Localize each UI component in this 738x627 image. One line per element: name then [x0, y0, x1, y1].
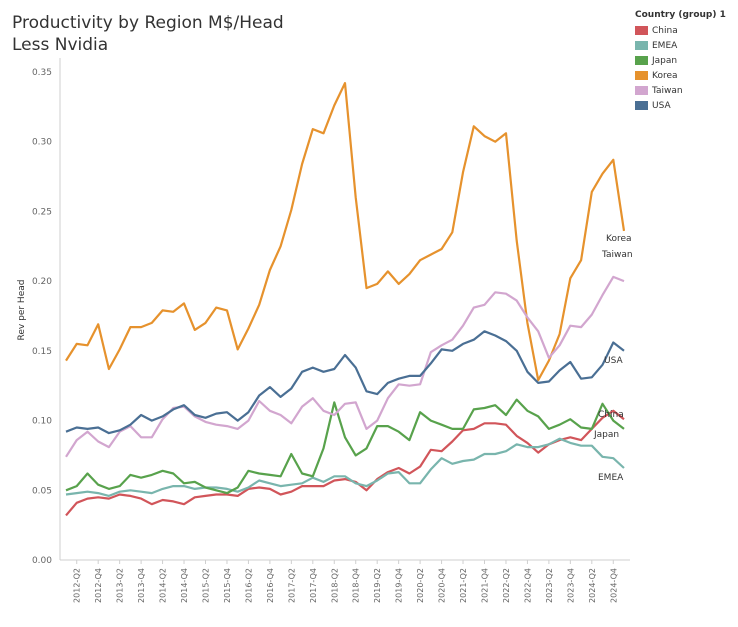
x-tick-label: 2017-Q2 [287, 568, 296, 603]
x-tick-label: 2021-Q4 [481, 568, 490, 603]
legend-label: Taiwan [652, 85, 683, 96]
end-label-emea: EMEA [598, 473, 624, 483]
x-tick-label: 2018-Q4 [352, 568, 361, 603]
x-tick-label: 2014-Q2 [159, 568, 168, 603]
x-tick-label: 2020-Q4 [438, 568, 447, 603]
x-tick-label: 2015-Q2 [202, 568, 211, 603]
end-label-japan: Japan [593, 430, 619, 440]
series-line-korea [65, 81, 626, 382]
y-tick-label: 0.00 [32, 556, 52, 566]
y-tick-label: 0.10 [32, 417, 52, 427]
y-tick-label: 0.35 [32, 68, 52, 78]
legend-swatch [635, 86, 648, 95]
x-tick-label: 2024-Q2 [588, 568, 597, 603]
legend-label: China [652, 25, 678, 36]
x-tick-label: 2018-Q2 [330, 568, 339, 603]
x-tick-label: 2020-Q2 [416, 568, 425, 603]
x-tick-label: 2014-Q4 [180, 568, 189, 603]
y-tick-label: 0.15 [32, 347, 52, 357]
legend-label: USA [652, 100, 671, 111]
y-tick-label: 0.05 [32, 486, 52, 496]
x-tick-label: 2012-Q2 [73, 568, 82, 603]
chart-title: Productivity by Region M$/Head Less Nvid… [12, 12, 284, 56]
series-lines [65, 81, 626, 517]
series-line-emea [65, 437, 625, 497]
legend-title: Country (group) 1 [635, 10, 726, 20]
legend-item-usa[interactable]: USA [635, 98, 726, 113]
x-tick-label: 2013-Q4 [137, 568, 146, 603]
y-axis-title: Rev per Head [17, 280, 27, 341]
legend: Country (group) 1 China EMEA Japan Korea Tai… [635, 10, 726, 113]
legend-item-korea[interactable]: Korea [635, 68, 726, 83]
legend-swatch [635, 26, 648, 35]
x-tick-label: 2019-Q2 [373, 568, 382, 603]
x-tick-label: 2016-Q2 [244, 568, 253, 603]
chart-title-line-1: Productivity by Region M$/Head [12, 13, 284, 33]
axes [59, 58, 630, 561]
end-label-korea: Korea [606, 234, 632, 244]
x-tick-label: 2022-Q2 [502, 568, 511, 603]
x-tick-label: 2012-Q4 [94, 568, 103, 603]
legend-label: Korea [652, 70, 678, 81]
legend-swatch [635, 41, 648, 50]
end-label-china: China [598, 410, 624, 420]
x-axis-ticks: 2012-Q2 2012-Q4 2013-Q2 2013-Q4 2014-Q2 2014-… [73, 560, 618, 603]
series-line-japan [65, 398, 625, 495]
y-axis-title-group: Rev per Head [17, 280, 27, 341]
legend-item-emea[interactable]: EMEA [635, 38, 726, 53]
y-tick-label: 0.30 [32, 138, 52, 148]
y-tick-label: 0.25 [32, 207, 52, 217]
x-tick-label: 2023-Q4 [566, 568, 575, 603]
x-tick-label: 2016-Q4 [266, 568, 275, 603]
legend-item-china[interactable]: China [635, 23, 726, 38]
x-tick-label: 2022-Q4 [523, 568, 532, 603]
legend-swatch [635, 71, 648, 80]
series-line-taiwan [65, 275, 625, 458]
end-label-usa: USA [604, 356, 623, 366]
legend-swatch [635, 56, 648, 65]
legend-label: EMEA [652, 40, 678, 51]
chart-title-line-2: Less Nvidia [12, 35, 109, 55]
y-tick-label: 0.20 [32, 277, 52, 287]
legend-item-japan[interactable]: Japan [635, 53, 726, 68]
series-line-china [65, 409, 625, 517]
x-tick-label: 2021-Q2 [459, 568, 468, 603]
legend-items: China EMEA Japan Korea Taiwan USA [635, 23, 726, 113]
series-line-usa [65, 330, 625, 435]
x-tick-label: 2024-Q4 [609, 568, 618, 603]
x-tick-label: 2013-Q2 [116, 568, 125, 603]
x-tick-label: 2019-Q4 [395, 568, 404, 603]
end-label-taiwan: Taiwan [601, 250, 633, 260]
series-end-labels: China EMEA Japan Korea Taiwan USA [593, 234, 633, 483]
legend-label: Japan [652, 55, 678, 66]
x-tick-label: 2023-Q2 [545, 568, 554, 603]
y-axis-ticks: 0.00 0.05 0.10 0.15 0.20 0.25 0.30 0.35 [32, 68, 52, 566]
x-tick-label: 2017-Q4 [309, 568, 318, 603]
legend-item-taiwan[interactable]: Taiwan [635, 83, 726, 98]
legend-swatch [635, 101, 648, 110]
x-tick-label: 2015-Q4 [223, 568, 232, 603]
